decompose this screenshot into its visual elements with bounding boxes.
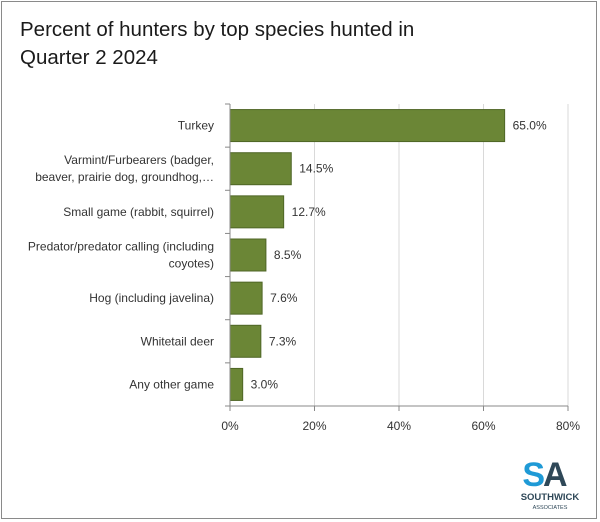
bar <box>229 324 262 358</box>
chart-title: Percent of hunters by top species hunted… <box>20 18 415 69</box>
logo-initial-a: A <box>543 456 568 494</box>
category-label: Predator/predator calling (including <box>28 240 214 254</box>
category-label: Whitetail deer <box>141 334 214 348</box>
bar <box>229 109 506 143</box>
x-tick-label: 80% <box>556 419 580 433</box>
x-tick-label: 40% <box>387 419 411 433</box>
bar <box>229 195 285 229</box>
data-label: 3.0% <box>251 377 279 391</box>
bar <box>229 281 263 315</box>
logo-subname: ASSOCIATES <box>533 505 568 511</box>
data-label: 7.6% <box>270 291 298 305</box>
category-label: coyotes) <box>169 257 214 271</box>
bar <box>229 367 244 401</box>
logo-initial-s: S <box>522 456 545 494</box>
bar <box>229 152 292 186</box>
southwick-logo: S A SOUTHWICK ASSOCIATES <box>521 456 580 511</box>
x-tick-label: 20% <box>302 419 326 433</box>
x-tick-label: 0% <box>221 419 239 433</box>
x-tick-label: 60% <box>471 419 495 433</box>
category-label: Hog (including javelina) <box>89 291 214 305</box>
logo-name: SOUTHWICK <box>521 492 580 503</box>
category-label: Turkey <box>178 119 214 133</box>
category-label: Any other game <box>129 377 214 391</box>
bar <box>229 238 267 272</box>
data-label: 14.5% <box>299 162 333 176</box>
category-label: beaver, prairie dog, groundhog,… <box>35 170 214 184</box>
data-label: 65.0% <box>513 119 547 133</box>
category-label: Small game (rabbit, squirrel) <box>63 205 214 219</box>
data-label: 12.7% <box>292 205 326 219</box>
data-label: 8.5% <box>274 248 302 262</box>
category-label: Varmint/Furbearers (badger, <box>64 153 214 167</box>
data-label: 7.3% <box>269 334 297 348</box>
